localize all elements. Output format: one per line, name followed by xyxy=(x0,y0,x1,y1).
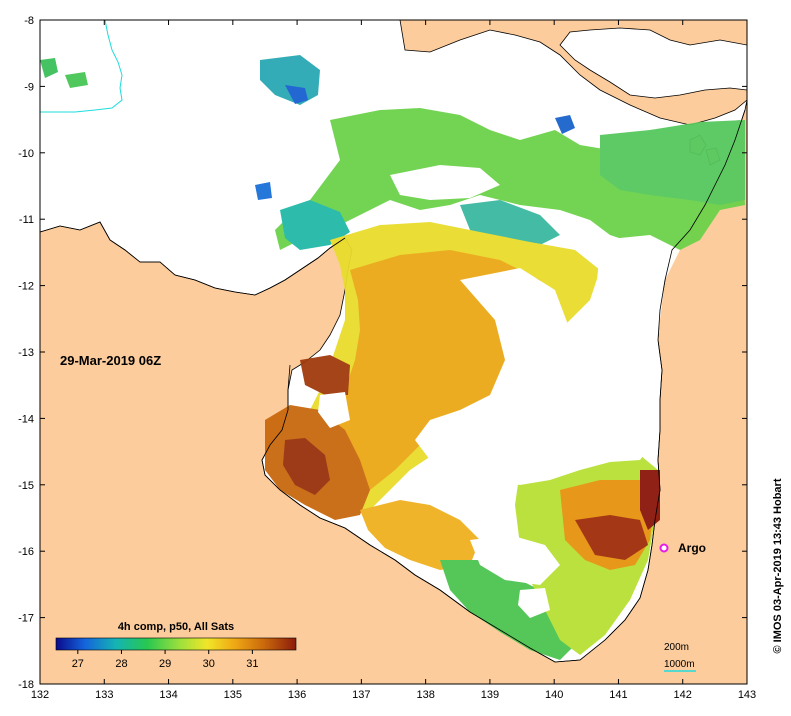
no-data-ne xyxy=(595,235,680,370)
y-tick-label: -9 xyxy=(24,81,34,93)
no-data-north xyxy=(390,165,500,200)
y-tick-label: -12 xyxy=(18,281,34,293)
colorbar-tick-label: 29 xyxy=(159,658,171,670)
x-tick-label: 139 xyxy=(481,689,499,701)
colorbar-tick-label: 27 xyxy=(72,658,84,670)
colorbar: 4h comp, p50, All Sats 27 28 29 30 31 xyxy=(55,621,297,670)
y-tick-label: -17 xyxy=(18,613,34,625)
sst-data xyxy=(40,55,745,660)
sst-patch-red-west xyxy=(300,355,350,395)
y-tick-label: -16 xyxy=(18,546,34,558)
sst-patch-green-south xyxy=(440,560,580,660)
argo-marker[interactable]: Argo xyxy=(659,541,707,555)
colorbar-tick-label: 30 xyxy=(203,658,215,670)
x-tick-label: 142 xyxy=(674,689,692,701)
x-tick-label: 141 xyxy=(609,689,627,701)
argo-label: Argo xyxy=(678,541,706,555)
colorbar-tick-label: 31 xyxy=(246,658,258,670)
y-tick-label: -15 xyxy=(18,480,34,492)
x-tick-label: 132 xyxy=(31,689,49,701)
y-tick-label: -14 xyxy=(18,413,34,425)
no-data-island-south xyxy=(518,588,550,618)
y-axis: -8 -9 -10 -11 -12 -13 -14 -15 -16 -17 -18 xyxy=(18,15,747,691)
sst-patch-blue-nw xyxy=(285,85,308,104)
contour-legend: 200m 1000m xyxy=(664,642,696,672)
sst-patch-green-nw xyxy=(40,58,58,78)
sst-patch-orange-south xyxy=(360,500,480,570)
colorbar-title: 4h comp, p50, All Sats xyxy=(118,621,234,633)
sst-patch-green-nw2 xyxy=(65,72,88,88)
land-new-guinea xyxy=(399,20,747,126)
x-tick-label: 138 xyxy=(416,689,434,701)
contour-label-200: 200m xyxy=(664,642,689,653)
date-label: 29-Mar-2019 06Z xyxy=(60,353,161,368)
no-data-south xyxy=(470,535,560,585)
y-tick-label: -18 xyxy=(18,679,34,691)
sst-patch-cyan-north xyxy=(280,200,350,250)
colorbar-ticks: 27 28 29 30 31 xyxy=(72,650,258,670)
sst-patch-red-se xyxy=(575,515,648,560)
argo-icon[interactable] xyxy=(659,543,669,553)
y-tick-label: -8 xyxy=(24,15,34,27)
x-tick-label: 137 xyxy=(352,689,370,701)
contour-1000m-line xyxy=(40,20,123,113)
x-axis: 132 133 134 135 136 137 138 139 140 141 142 143 xyxy=(31,20,756,701)
x-tick-label: 140 xyxy=(545,689,563,701)
x-tick-label: 133 xyxy=(95,689,113,701)
sst-patch-red-sw xyxy=(283,438,330,495)
y-tick-label: -10 xyxy=(18,148,34,160)
sst-patch-blue-ne xyxy=(555,115,575,134)
sst-patch-green-ne xyxy=(600,120,745,205)
x-tick-label: 135 xyxy=(224,689,242,701)
contour-label-1000: 1000m xyxy=(664,659,695,670)
y-tick-label: -13 xyxy=(18,347,34,359)
sst-patch-blue-mid xyxy=(255,182,272,200)
coastline xyxy=(40,109,746,663)
sst-patch-darkred-coast xyxy=(640,470,660,530)
y-tick-label: -11 xyxy=(19,214,34,226)
no-data-central xyxy=(415,268,655,485)
x-tick-label: 136 xyxy=(288,689,306,701)
x-tick-label: 134 xyxy=(159,689,177,701)
x-tick-label: 143 xyxy=(738,689,756,701)
no-data-gulf-west xyxy=(318,392,350,428)
copyright-label: © IMOS 03-Apr-2019 13:43 Hobart xyxy=(772,478,784,653)
colorbar-gradient xyxy=(55,637,297,651)
colorbar-tick-label: 28 xyxy=(115,658,127,670)
